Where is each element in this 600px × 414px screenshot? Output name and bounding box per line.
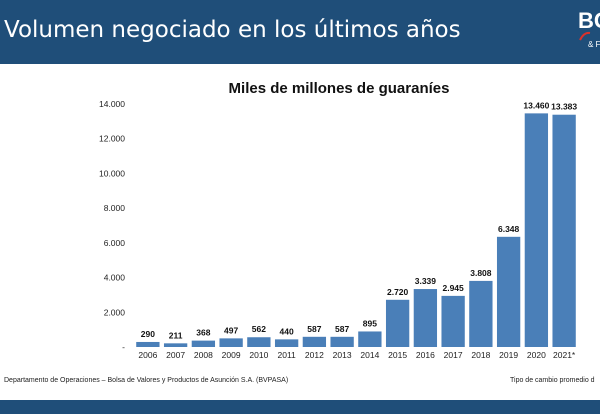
x-tick-label: 2020: [527, 350, 546, 360]
x-tick-label: 2018: [471, 350, 490, 360]
data-label: 3.339: [415, 276, 437, 286]
x-tick-label: 2016: [416, 350, 435, 360]
data-label: 290: [141, 329, 155, 339]
y-tick-label: 6.000: [104, 238, 126, 248]
bar: [302, 336, 327, 347]
bar: [441, 295, 465, 347]
bar: [136, 341, 160, 347]
x-tick-label: 2006: [138, 350, 157, 360]
data-label: 2.720: [387, 287, 409, 297]
data-label: 2.945: [442, 283, 464, 293]
x-tick-label: 2010: [249, 350, 268, 360]
bar-chart: Miles de millones de guaraníes - 2.000 4.0…: [99, 80, 577, 360]
y-tick-label: 10.000: [99, 168, 125, 178]
y-tick-label: 4.000: [104, 273, 126, 283]
data-label: 587: [335, 324, 349, 334]
x-tick-label: 2012: [305, 350, 324, 360]
data-label: 895: [363, 318, 377, 328]
y-tick-label: 14.000: [99, 99, 125, 109]
bar: [330, 336, 354, 347]
bar: [219, 338, 243, 347]
source-note: Departamento de Operaciones – Bolsa de V…: [4, 377, 289, 384]
x-tick-label: 2021*: [553, 350, 576, 360]
data-label: 587: [307, 324, 321, 334]
x-tick-label: 2009: [222, 350, 241, 360]
logo-subtext: & F: [588, 40, 600, 49]
y-axis: - 2.000 4.000 6.000 8.000 10.000 12.000 14.000: [99, 99, 125, 352]
y-tick-label: 8.000: [104, 203, 126, 213]
data-label: 497: [224, 325, 238, 335]
bar: [191, 340, 216, 347]
header-banner: Volumen negociado en los últimos años BC…: [0, 0, 600, 64]
bar-series: 290 211 368 497 562 440 587 587 895 2.720 3.339 2.9…: [136, 100, 577, 348]
x-tick-label: 2007: [166, 350, 185, 360]
bar: [163, 343, 188, 347]
y-tick-label: -: [122, 342, 125, 352]
bvpasa-logo: BC & F: [578, 6, 600, 58]
data-label: 3.808: [470, 268, 492, 278]
data-label: 440: [280, 326, 294, 336]
bar: [358, 331, 382, 347]
bar: [413, 289, 438, 347]
x-tick-label: 2019: [499, 350, 518, 360]
data-label: 562: [252, 324, 266, 334]
x-tick-label: 2017: [444, 350, 463, 360]
bar: [524, 113, 549, 347]
y-tick-label: 12.000: [99, 134, 125, 144]
bar: [469, 280, 493, 347]
bar: [552, 114, 576, 348]
x-tick-label: 2013: [333, 350, 352, 360]
x-tick-label: 2015: [388, 350, 407, 360]
x-tick-label: 2008: [194, 350, 213, 360]
x-axis: 2006 2007 2008 2009 2010 2011 2012 2013 2014 2015…: [138, 350, 576, 360]
logo-swoosh-icon: [579, 31, 591, 41]
data-label: 211: [169, 330, 183, 340]
data-label: 13.460: [523, 100, 549, 110]
exchange-rate-note: Tipo de cambio promedio d: [510, 377, 595, 384]
bottom-bar: [0, 400, 600, 414]
data-label: 13.383: [551, 102, 577, 112]
page-title: Volumen negociado en los últimos años: [4, 17, 461, 43]
data-label: 6.348: [498, 224, 520, 234]
logo-text: BC: [578, 8, 600, 33]
bar: [247, 337, 271, 347]
bar: [274, 339, 299, 347]
x-tick-label: 2014: [360, 350, 379, 360]
bar: [385, 299, 410, 347]
y-tick-label: 2.000: [104, 307, 126, 317]
bar: [496, 236, 521, 347]
chart-title: Miles de millones de guaraníes: [229, 80, 450, 97]
x-tick-label: 2011: [277, 350, 296, 360]
data-label: 368: [196, 328, 210, 338]
